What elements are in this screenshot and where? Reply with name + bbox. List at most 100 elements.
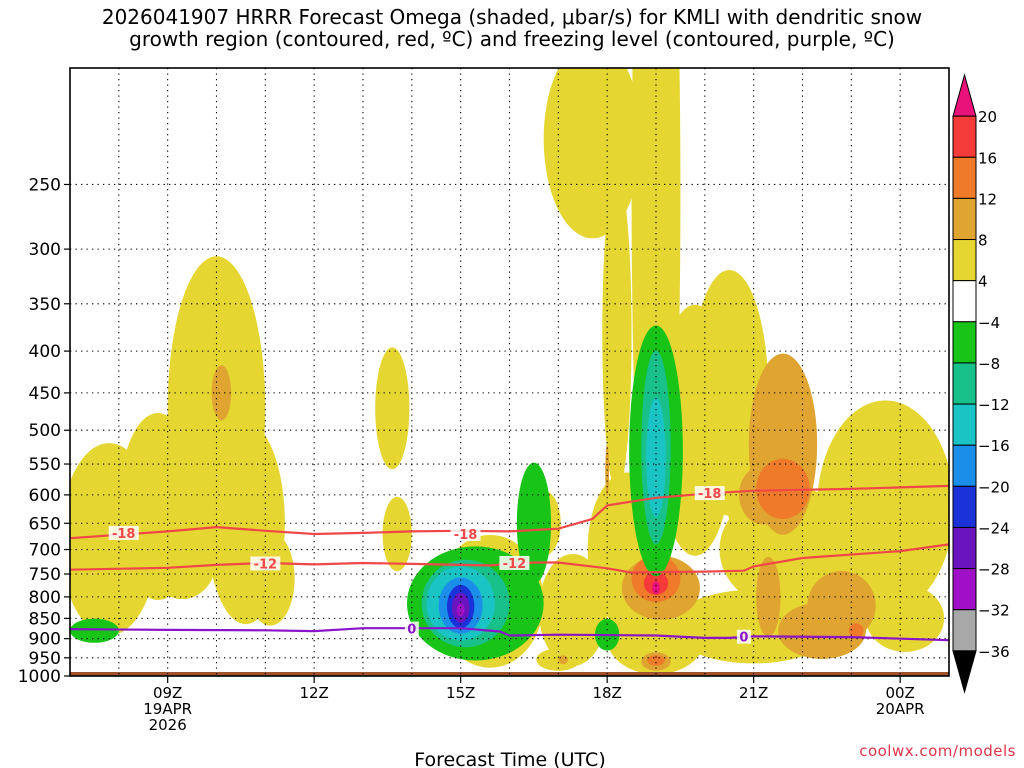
y-tick-label: 850 [29, 609, 61, 629]
omega-cell [756, 556, 781, 637]
colorbar-label: 8 [978, 232, 988, 250]
y-tick-label: 400 [29, 342, 61, 362]
y-tick-label: 900 [29, 630, 61, 650]
omega-region-minus28 [456, 603, 465, 617]
x-tick-label: 20APR [876, 700, 925, 718]
temperature-contours: -18 -18 -18 -12 -12 0 0 [70, 484, 949, 646]
omega-cell [607, 603, 705, 675]
contour-label: -18 [112, 527, 136, 542]
colorbar-label: 20 [978, 108, 997, 126]
omega-region-20 [652, 581, 660, 595]
gridlines [69, 68, 950, 677]
omega-cell [558, 655, 569, 665]
colorbar-label: −4 [978, 314, 1000, 332]
omega-cell [647, 655, 665, 666]
x-tick-label: 2026 [149, 716, 187, 734]
x-tick-label: 00Z [885, 684, 914, 702]
colorbar-swatch [952, 280, 977, 323]
colorbar-swatch [952, 239, 977, 282]
colorbar-swatch [952, 650, 977, 694]
omega-shading [70, 68, 949, 676]
contour-label-bg [694, 486, 725, 501]
colorbar-swatch [952, 156, 977, 199]
contour-label-bg [450, 527, 481, 542]
y-tick-label: 1000 [18, 667, 61, 687]
colorbar-swatch [952, 403, 977, 446]
omega-cell [543, 68, 642, 239]
omega-cell [516, 462, 552, 584]
chart-title: 2026041907 HRRR Forecast Omega (shaded, … [0, 6, 1024, 50]
x-tick-label: 21Z [739, 684, 768, 702]
y-tick-label: 800 [29, 588, 61, 608]
colorbar-label: −16 [978, 437, 1010, 455]
y-tick-label: 700 [29, 541, 61, 561]
colorbar-swatch [952, 73, 977, 117]
contour-label: -18 [454, 528, 478, 543]
colorbar-label: 12 [978, 190, 997, 208]
omega-cell [778, 602, 866, 659]
omega-cell [646, 397, 666, 518]
colorbar-swatch [952, 526, 977, 570]
colorbar-swatch [952, 568, 977, 611]
y-tick-label: 250 [29, 175, 61, 195]
omega-cell [456, 603, 465, 617]
title-line-1: 2026041907 HRRR Forecast Omega (shaded, … [101, 5, 923, 29]
omega-region-8 [211, 353, 876, 671]
contour-snow_minus12 [70, 543, 949, 574]
omega-cell [848, 623, 864, 638]
contour-label-bg [499, 555, 530, 570]
colorbar-label: −36 [978, 643, 1010, 661]
x-tick-label: 09Z [153, 684, 182, 702]
colorbar-label: −12 [978, 396, 1010, 414]
y-tick-label: 650 [29, 514, 61, 534]
contour-label: -12 [254, 557, 278, 572]
y-tick-label: 950 [29, 649, 61, 669]
brand-watermark: coolwx.com/models [859, 742, 1016, 760]
colorbar-label: 16 [978, 149, 997, 167]
omega-cell [602, 173, 632, 493]
y-tick-label: 500 [29, 421, 61, 441]
colorbar-swatch [952, 485, 977, 528]
colorbar-swatch [952, 115, 977, 158]
x-axis-label: Forecast Time (UTC) [414, 749, 605, 768]
contour-label: -18 [698, 487, 722, 502]
y-tick-label: 450 [29, 384, 61, 404]
title-line-2: growth region (contoured, red, ºC) and f… [129, 27, 895, 51]
contour-label: 0 [739, 631, 748, 646]
omega-cell [382, 496, 412, 572]
omega-cell [652, 581, 660, 595]
x-tick-label: 12Z [299, 684, 328, 702]
y-tick-label: 600 [29, 486, 61, 506]
omega-cell [375, 347, 410, 470]
colorbar-label: −32 [978, 602, 1010, 620]
omega-cell [538, 553, 608, 666]
y-tick-label: 350 [29, 295, 61, 315]
contour-label-bg [108, 525, 139, 540]
contour-label-bg [404, 621, 419, 636]
omega-cell [148, 519, 217, 600]
y-tick-label: 750 [29, 565, 61, 585]
plot-frame [69, 67, 950, 677]
colorbar-label: −28 [978, 561, 1010, 579]
omega-cell [211, 365, 232, 421]
omega-cell [865, 584, 945, 652]
colorbar-swatch [952, 444, 977, 487]
colorbar-label: 4 [978, 273, 988, 291]
contour-label: -12 [503, 557, 527, 572]
colorbar: 20 16 12 8 4 −4 −8 −12 −16 −20 −24 −28 −32 −36 [952, 73, 1010, 694]
contour-label-bg [736, 629, 751, 644]
colorbar-swatch [952, 321, 977, 364]
colorbar-label: −20 [978, 478, 1010, 496]
y-tick-label: 300 [29, 240, 61, 260]
colorbar-swatch [952, 197, 977, 241]
axes: 2503003504004505005506006507007508008509… [18, 67, 950, 734]
colorbar-label: −8 [978, 355, 1000, 373]
x-tick-label: 15Z [446, 684, 475, 702]
colorbar-swatch [952, 609, 977, 652]
omega-cell [756, 458, 810, 520]
x-tick-label: 19APR [143, 700, 192, 718]
y-tick-label: 550 [29, 455, 61, 475]
contour-label: 0 [407, 623, 416, 638]
